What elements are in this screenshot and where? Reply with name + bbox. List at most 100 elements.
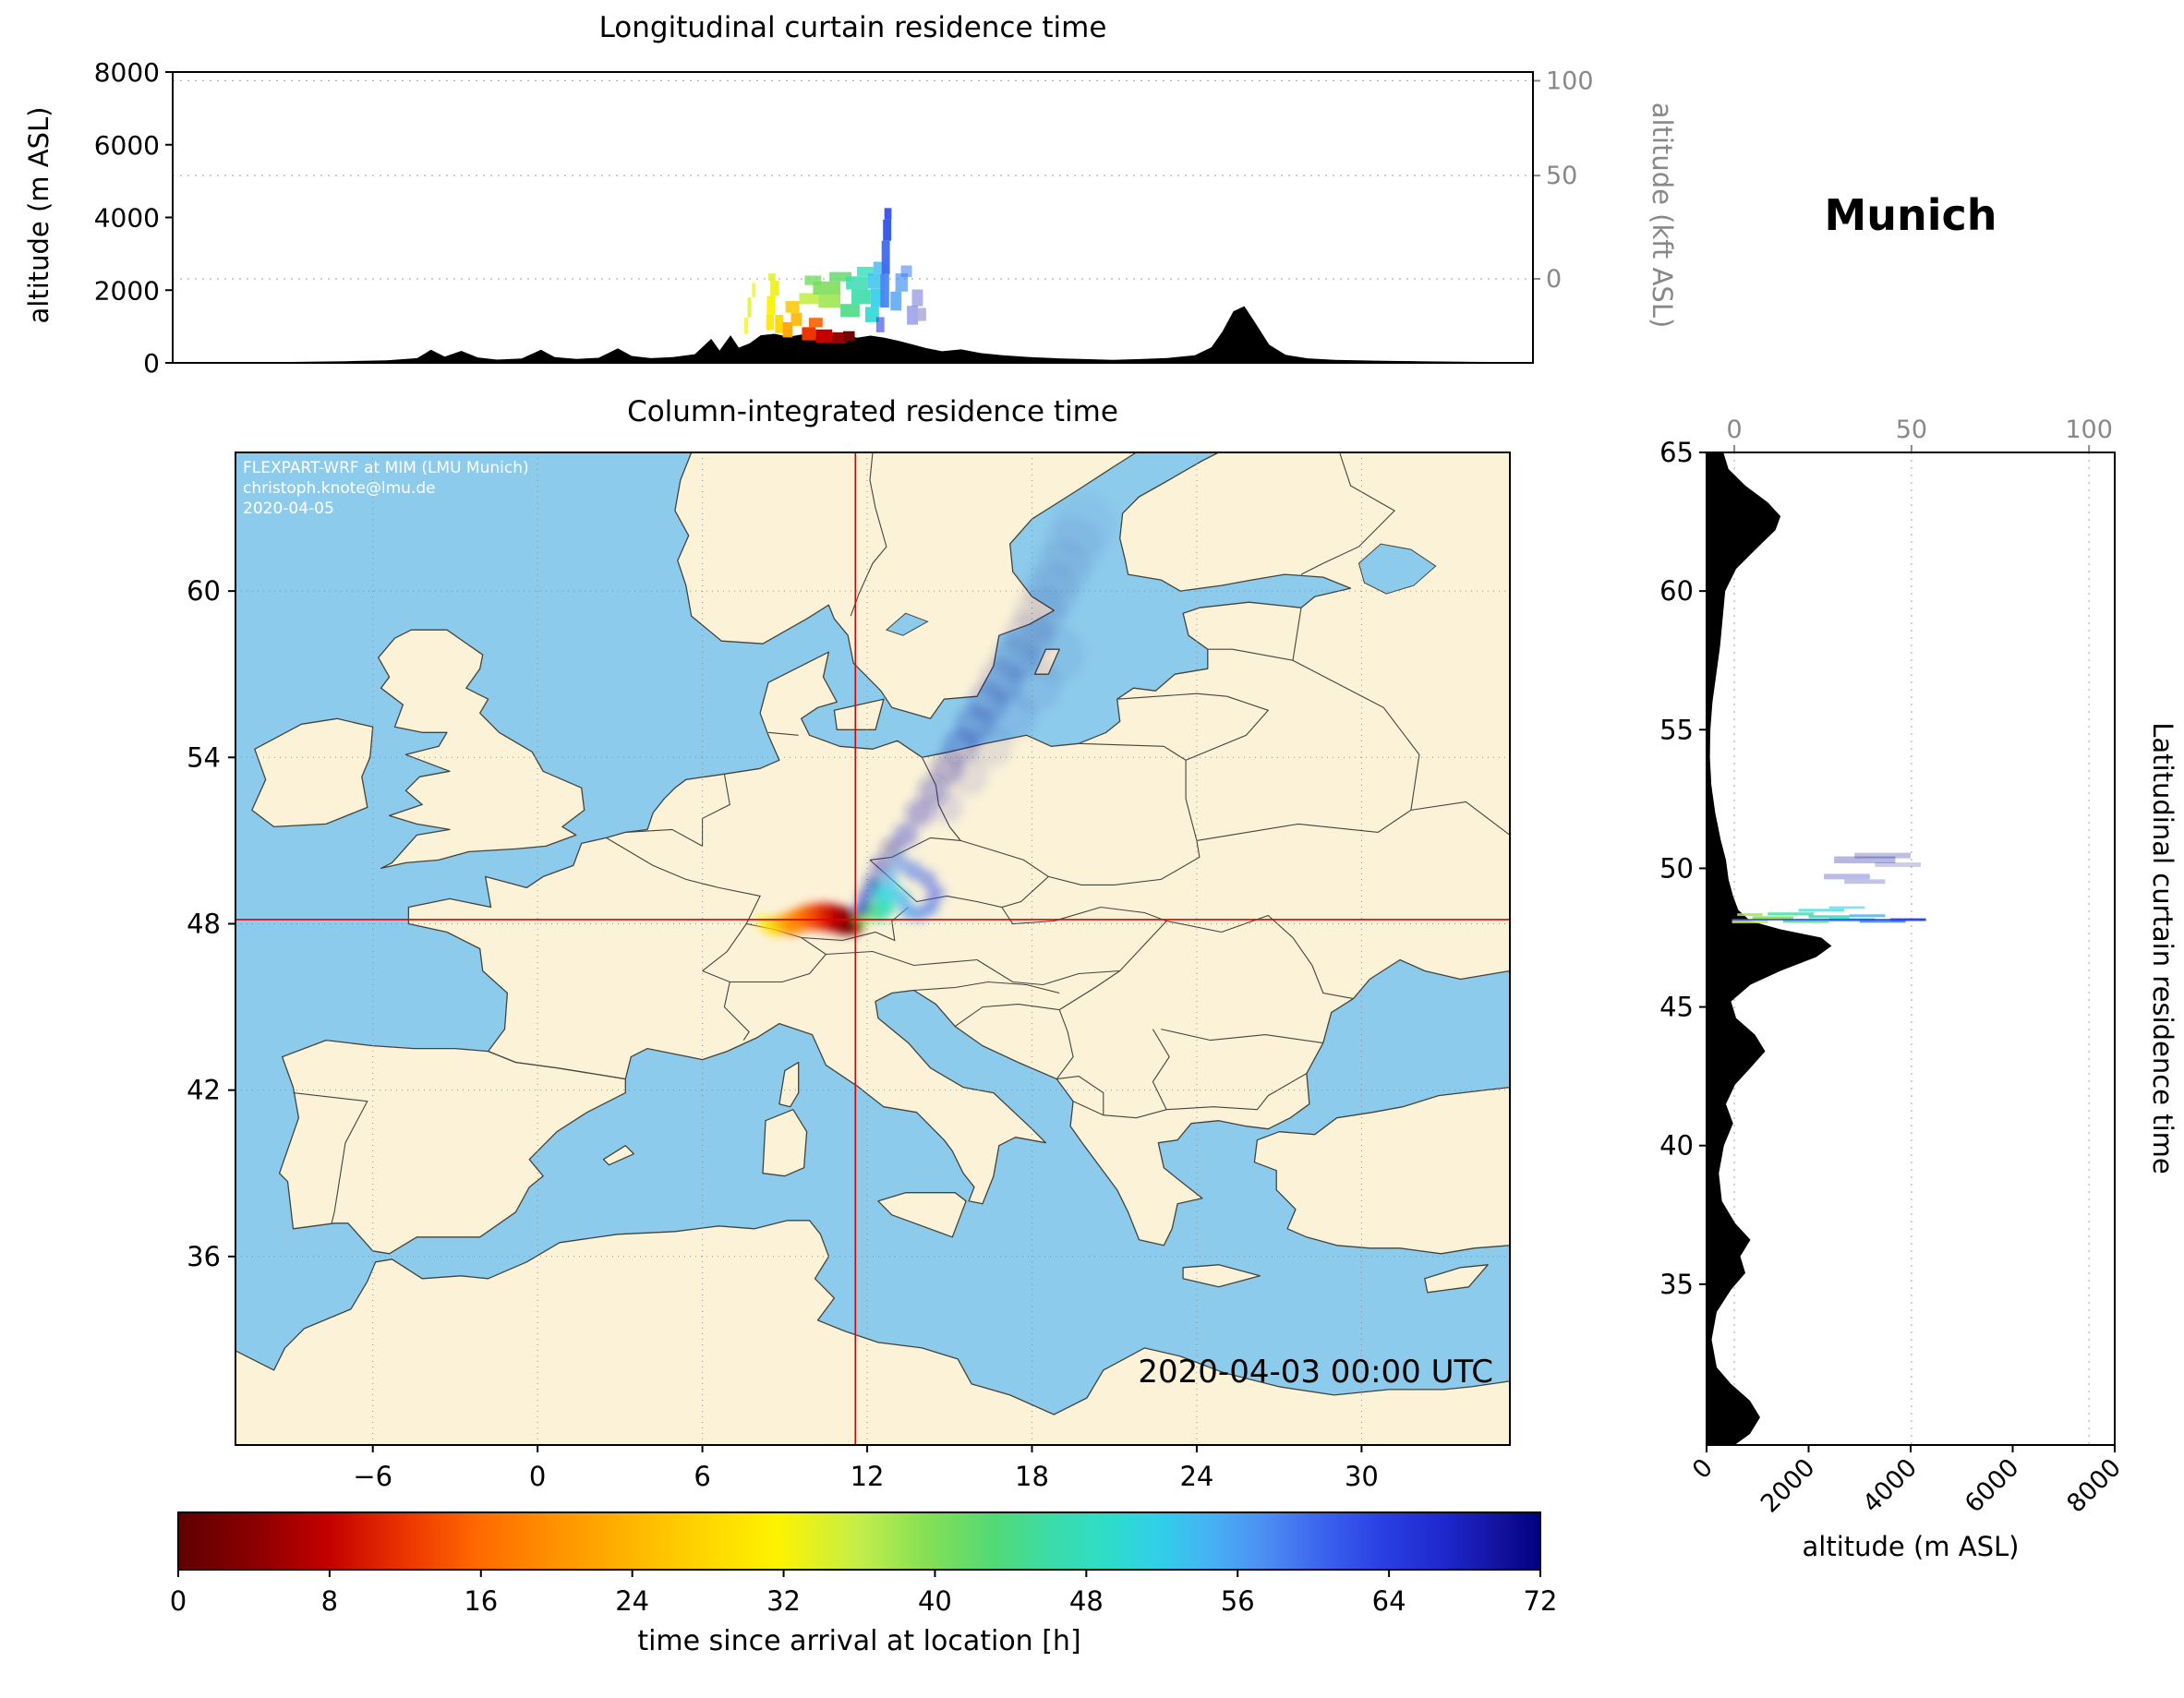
plume-cell	[884, 208, 892, 220]
plume-cell	[1737, 913, 1763, 917]
plume-cell	[918, 307, 926, 321]
plume-cell	[782, 321, 793, 338]
plume-cell	[799, 293, 819, 305]
plume-cell	[1834, 856, 1896, 863]
plume-cell	[900, 265, 912, 278]
country-border	[1072, 1101, 1258, 1119]
lon-tick-label: −6	[353, 1461, 392, 1492]
map-title: Column-integrated residence time	[627, 395, 1118, 428]
plume-cell	[1768, 912, 1814, 916]
plume-cell	[1849, 914, 1886, 918]
latitudinal-curtain-title: Latitudinal curtain residence time	[2147, 722, 2178, 1174]
lon-tick-label: 18	[1015, 1461, 1049, 1492]
top-panel-y-axis-label: altitude (m ASL)	[23, 106, 54, 324]
kft-tick-label: 0	[1726, 415, 1742, 444]
landmass	[251, 717, 374, 828]
landmass	[235, 1220, 1510, 1445]
lat-tick-label: 54	[187, 741, 221, 773]
plume-cell	[1824, 873, 1870, 880]
plume-cell	[907, 306, 918, 325]
lat-tick-label: 36	[187, 1241, 221, 1272]
plume-cell	[766, 315, 775, 331]
lon-tick-label: 6	[694, 1461, 710, 1492]
alt-tick-label: 2000	[94, 275, 160, 306]
terrain-profile-longitudinal	[173, 306, 1533, 363]
country-border	[702, 774, 730, 847]
plume-cell	[880, 273, 889, 308]
alt-tick-label: 8000	[94, 57, 160, 88]
plume-blob	[926, 884, 945, 902]
landmass	[674, 452, 1138, 719]
plume-cell	[1828, 906, 1865, 909]
country-border	[826, 950, 978, 967]
plume-blob	[863, 873, 882, 891]
lon-tick-label: 12	[851, 1461, 885, 1492]
plume-blob	[857, 887, 875, 905]
country-border	[1207, 648, 1294, 661]
alt-tick-label: 8000	[2061, 1453, 2127, 1519]
country-border	[625, 828, 703, 847]
country-border	[1221, 914, 1354, 1000]
landmass	[877, 1192, 967, 1238]
country-border	[1256, 1073, 1308, 1111]
country-border	[1300, 452, 1395, 575]
plume-cell	[857, 267, 874, 277]
plume-blob	[1043, 516, 1104, 577]
map-frame	[235, 452, 1511, 1446]
country-border	[1056, 1076, 1104, 1115]
plume-cell	[785, 301, 800, 313]
alt-tick-label: 6000	[94, 130, 160, 161]
landmass	[778, 1061, 800, 1108]
annotation-line-1: FLEXPART-WRF at MIM (LMU Munich)	[243, 459, 529, 477]
top-panel-kft-axis-label: altitude (kft ASL)	[1647, 102, 1678, 329]
plume-blob	[930, 790, 964, 825]
lon-tick-label: 24	[1179, 1461, 1213, 1492]
lat-tick-label: 65	[1659, 437, 1694, 468]
country-border	[1116, 692, 1227, 700]
country-border	[1152, 1029, 1170, 1110]
plume-cell	[911, 289, 923, 307]
country-border	[1048, 742, 1201, 885]
lon-tick-label: 30	[1345, 1461, 1379, 1492]
landmass	[407, 452, 1510, 1246]
landmass	[602, 1145, 634, 1166]
landmass	[1424, 1264, 1489, 1294]
plume-cell	[1732, 919, 1926, 921]
alt-tick-label: 0	[143, 348, 160, 379]
lat-tick-label: 60	[187, 575, 221, 607]
plume-cell	[1854, 852, 1911, 859]
country-border	[723, 981, 750, 1041]
colorbar-tick-label: 16	[464, 1585, 498, 1617]
colorbar-gradient	[178, 1512, 1540, 1570]
plume-cell	[808, 318, 823, 328]
lat-tick-label: 48	[187, 908, 221, 939]
country-border	[702, 922, 827, 983]
annotation-line-3: 2020-04-05	[243, 500, 334, 518]
plume-cell	[840, 304, 860, 318]
plume-cell	[864, 307, 879, 322]
landmass	[762, 1109, 808, 1177]
right-panel-x-axis-label: altitude (m ASL)	[1802, 1531, 2020, 1562]
plume-cell	[895, 273, 908, 292]
landmass	[1253, 1086, 1510, 1255]
lat-tick-label: 55	[1659, 714, 1694, 745]
plume-cell	[1752, 916, 1793, 921]
plume-cell	[804, 275, 822, 285]
colorbar-tick-label: 48	[1069, 1585, 1104, 1617]
kft-tick-label: 50	[1896, 415, 1927, 444]
plume-cell	[1732, 919, 1768, 923]
country-border	[606, 837, 761, 924]
plume-cell	[744, 317, 749, 334]
colorbar-tick-label: 56	[1221, 1585, 1255, 1617]
lake	[1357, 543, 1437, 595]
country-border	[850, 452, 887, 617]
lon-tick-label: 0	[529, 1461, 546, 1492]
colorbar-tick-label: 8	[321, 1585, 338, 1617]
lat-tick-label: 50	[1659, 852, 1694, 884]
lat-tick-label: 45	[1659, 992, 1694, 1023]
plume-cell	[818, 295, 841, 308]
lat-tick-label: 60	[1659, 575, 1694, 607]
colorbar-label: time since arrival at location [h]	[637, 1625, 1081, 1657]
